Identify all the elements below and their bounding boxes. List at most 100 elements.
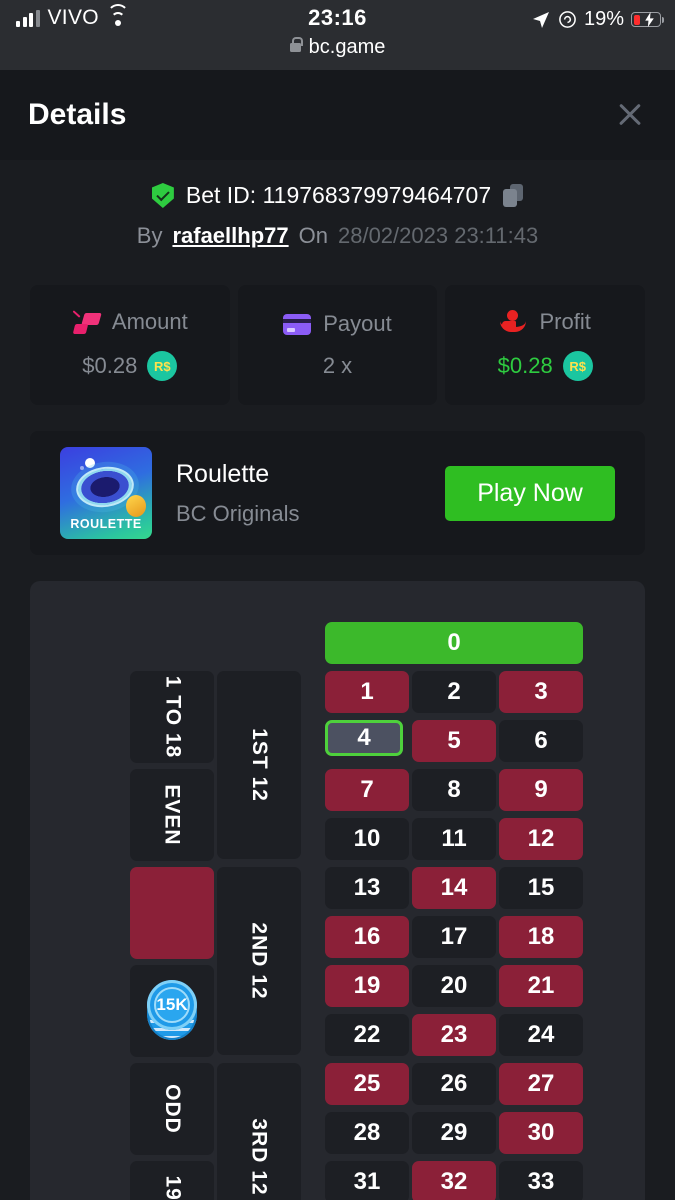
close-icon[interactable] <box>613 98 647 132</box>
orientation-lock-icon <box>559 11 576 28</box>
board-bet-1-to-18[interactable]: 1 TO 18 <box>130 671 214 763</box>
wifi-icon <box>106 4 129 26</box>
profit-icon <box>499 310 528 334</box>
signal-icon <box>16 9 40 27</box>
stat-label: Amount <box>111 309 188 334</box>
board-cell-25[interactable]: 25 <box>325 1063 409 1105</box>
stat-value: $0.28 <box>497 353 553 378</box>
chip-value: 15K <box>156 995 188 1014</box>
board-cell-24[interactable]: 24 <box>499 1014 583 1056</box>
copy-icon[interactable] <box>503 183 524 208</box>
game-info: Roulette BC Originals <box>176 460 421 527</box>
roulette-board: 0 1 2 3 4 5 6 7 8 9 10 11 12 13 14 15 16 17 18 19 20 21 22 23 24… <box>30 581 645 1200</box>
page-title: Details <box>28 98 127 131</box>
board-cell-7[interactable]: 7 <box>325 769 409 811</box>
stat-value: $0.28 <box>82 353 138 378</box>
board-cell-3[interactable]: 3 <box>499 671 583 713</box>
board-bet-19-to[interactable]: 19 TO <box>130 1161 214 1200</box>
verified-shield-icon <box>151 183 174 208</box>
stat-label: Payout <box>323 311 392 336</box>
board-cell-28[interactable]: 28 <box>325 1112 409 1154</box>
board-cell-30[interactable]: 30 <box>499 1112 583 1154</box>
modal-header: Details <box>0 70 675 160</box>
board-cell-11[interactable]: 11 <box>412 818 496 860</box>
board-bet-red[interactable] <box>130 867 214 959</box>
board-cell-26[interactable]: 26 <box>412 1063 496 1105</box>
location-arrow-icon <box>532 11 549 28</box>
board-cell-31[interactable]: 31 <box>325 1161 409 1200</box>
lock-icon <box>289 37 303 52</box>
stat-card-payout: Payout 2 x <box>237 285 438 405</box>
game-thumbnail: ROULETTE <box>60 447 152 539</box>
bet-byline: By rafaellhp77 On 28/02/2023 23:11:43 <box>0 223 675 249</box>
battery-percent-label: 19% <box>583 8 624 30</box>
stat-value-row: 2 x <box>323 353 352 379</box>
coin-icon <box>126 495 146 517</box>
board-cell-22[interactable]: 22 <box>325 1014 409 1056</box>
bet-id-row: Bet ID: 119768379979464707 <box>0 182 675 209</box>
game-provider: BC Originals <box>176 500 300 526</box>
status-bar: VIVO 23:16 19% <box>0 0 675 70</box>
board-cell-1[interactable]: 1 <box>325 671 409 713</box>
stat-value-row: $0.28 R$ <box>82 351 178 381</box>
board-cell-2[interactable]: 2 <box>412 671 496 713</box>
board-cell-5[interactable]: 5 <box>412 720 496 762</box>
board-cell-33[interactable]: 33 <box>499 1161 583 1200</box>
status-left: VIVO <box>16 4 129 30</box>
stat-value: 2 x <box>322 353 353 378</box>
board-bet-odd[interactable]: ODD <box>130 1063 214 1155</box>
board-cell-4[interactable]: 4 <box>325 720 403 756</box>
stat-label: Profit <box>539 309 591 334</box>
currency-token: R$ <box>147 351 178 381</box>
username-link[interactable]: rafaellhp77 <box>172 223 289 248</box>
board-dozen-2[interactable]: 2ND 12 <box>217 867 301 1055</box>
status-right: 19% <box>531 8 664 31</box>
bet-meta: Bet ID: 119768379979464707 By rafaellhp7… <box>0 160 675 257</box>
stat-cards: Amount $0.28 R$ Payout 2 x Profit <box>0 257 675 405</box>
board-cell-0[interactable]: 0 <box>325 622 583 664</box>
carrier-label: VIVO <box>47 6 99 29</box>
board-cell-17[interactable]: 17 <box>412 916 496 958</box>
url-bar[interactable]: bc.game <box>289 36 386 59</box>
payout-icon <box>283 313 312 335</box>
board-cell-13[interactable]: 13 <box>325 867 409 909</box>
thumbnail-label: ROULETTE <box>70 517 142 531</box>
play-now-button[interactable]: Play Now <box>445 465 615 521</box>
board-cell-20[interactable]: 20 <box>412 965 496 1007</box>
board-dozen-1[interactable]: 1ST 12 <box>217 671 301 859</box>
bet-chip: 15K <box>145 980 199 1042</box>
board-bet-even[interactable]: EVEN <box>130 769 214 861</box>
board-cell-8[interactable]: 8 <box>412 769 496 811</box>
bet-datetime: 28/02/2023 23:11:43 <box>337 223 539 248</box>
board-cell-6[interactable]: 6 <box>499 720 583 762</box>
board-cell-23[interactable]: 23 <box>412 1014 496 1056</box>
stat-value-row: $0.28 R$ <box>498 351 593 381</box>
amount-icon <box>72 310 102 334</box>
board-cell-16[interactable]: 16 <box>325 916 409 958</box>
board-cell-29[interactable]: 29 <box>412 1112 496 1154</box>
board-cell-15[interactable]: 15 <box>499 867 583 909</box>
board-cell-9[interactable]: 9 <box>499 769 583 811</box>
board-cell-10[interactable]: 10 <box>325 818 409 860</box>
board-cell-14[interactable]: 14 <box>412 867 496 909</box>
clock: 23:16 <box>308 5 367 30</box>
bet-id-label: Bet ID: 119768379979464707 <box>185 182 492 208</box>
game-title: Roulette <box>176 459 270 488</box>
stat-card-amount: Amount $0.28 R$ <box>30 285 230 405</box>
board-cell-12[interactable]: 12 <box>499 818 583 860</box>
board-dozen-3[interactable]: 3RD 12 <box>217 1063 301 1200</box>
stat-card-profit: Profit $0.28 R$ <box>445 285 646 405</box>
board-bet-black[interactable]: 15K <box>130 965 214 1057</box>
board-cell-27[interactable]: 27 <box>499 1063 583 1105</box>
url-label: bc.game <box>308 36 386 58</box>
game-card[interactable]: ROULETTE Roulette BC Originals Play Now <box>30 431 645 555</box>
on-label: On <box>298 223 328 248</box>
battery-charging-icon <box>631 12 664 27</box>
board-cell-19[interactable]: 19 <box>325 965 409 1007</box>
currency-token: R$ <box>562 351 593 381</box>
board-cell-32[interactable]: 32 <box>412 1161 496 1200</box>
board-cell-21[interactable]: 21 <box>499 965 583 1007</box>
by-label: By <box>136 223 163 248</box>
board-cell-18[interactable]: 18 <box>499 916 583 958</box>
